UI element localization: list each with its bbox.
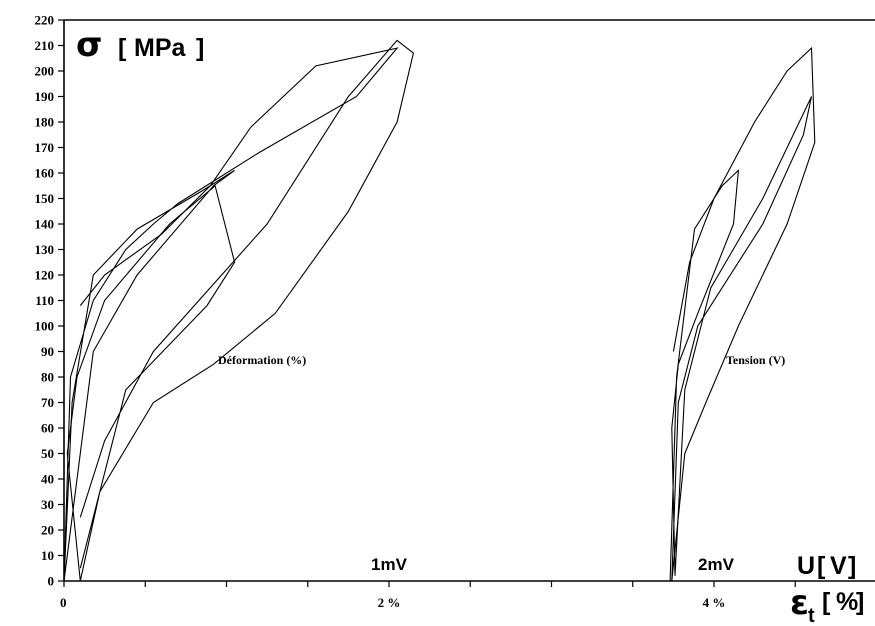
axes [63, 19, 875, 582]
y-tick-label: 140 [35, 217, 55, 232]
x-tick-label: 0 [60, 595, 67, 610]
y-tick-label: 220 [35, 13, 55, 28]
voltage-curve-label: Tension (V) [726, 353, 785, 367]
y-tick-label: 80 [41, 370, 54, 385]
voltage-scale-label: 2mV [698, 555, 735, 574]
strain-loop-2 [66, 39, 415, 582]
y-tick-label: 30 [41, 497, 54, 512]
y-bracket-open: [ [118, 34, 127, 62]
voltage-axis-unit: V [830, 552, 847, 580]
strain-loop-1 [63, 47, 399, 582]
y-bracket-close: ] [196, 34, 204, 62]
x-axis-symbol: ε [790, 583, 809, 623]
y-tick-label: 120 [35, 268, 55, 283]
y-axis-symbol: σ [76, 25, 102, 65]
y-axis-unit: MPa [134, 34, 187, 62]
y-tick-label: 110 [35, 293, 54, 308]
y-tick-label: 20 [41, 523, 54, 538]
data-curves [63, 39, 816, 582]
y-tick-label: 70 [41, 395, 54, 410]
voltage-bracket-close: ] [848, 552, 856, 580]
y-tick-label: 50 [41, 446, 54, 461]
x-tick-label: 4 % [703, 595, 726, 610]
y-tick-labels: 0 10 20 30 40 50 60 70 80 90 100 110 120 130 140 150 160… [35, 13, 55, 589]
y-tick-label: 0 [48, 574, 55, 589]
x-tick-label: 2 % [378, 595, 401, 610]
voltage-bracket-open: [ [817, 552, 826, 580]
x-axis-subscript: t [808, 605, 815, 626]
x-tick-labels: 0 2 % 4 % [60, 595, 725, 610]
y-tick-label: 150 [35, 191, 55, 206]
y-tick-label: 170 [35, 140, 55, 155]
y-tick-label: 200 [35, 64, 55, 79]
strain-curve-label: Déformation (%) [218, 353, 306, 367]
x-axis-label: ε t [ % ] [790, 583, 864, 626]
y-tick-label: 180 [35, 115, 55, 130]
voltage-axis-symbol: U [797, 552, 815, 580]
y-tick-label: 210 [35, 38, 55, 53]
y-tick-label: 160 [35, 166, 55, 181]
x-bracket-open: [ [822, 588, 831, 616]
y-tick-label: 90 [41, 344, 54, 359]
voltage-loop-4 [671, 46, 816, 582]
y-tick-label: 60 [41, 421, 54, 436]
y-tick-label: 100 [35, 319, 55, 334]
y-tick-label: 130 [35, 242, 55, 257]
x-bracket-close: ] [856, 588, 864, 616]
voltage-axis-label: U [ V ] [797, 552, 856, 580]
x-axis-unit: % [836, 588, 858, 616]
y-tick-label: 190 [35, 89, 55, 104]
y-tick-label: 10 [41, 548, 54, 563]
tick-marks [58, 19, 796, 587]
strain-scale-label: 1mV [371, 555, 408, 574]
voltage-loop-3 [669, 96, 813, 582]
y-tick-label: 40 [41, 472, 54, 487]
y-axis-label: σ [ MPa ] [76, 25, 204, 65]
